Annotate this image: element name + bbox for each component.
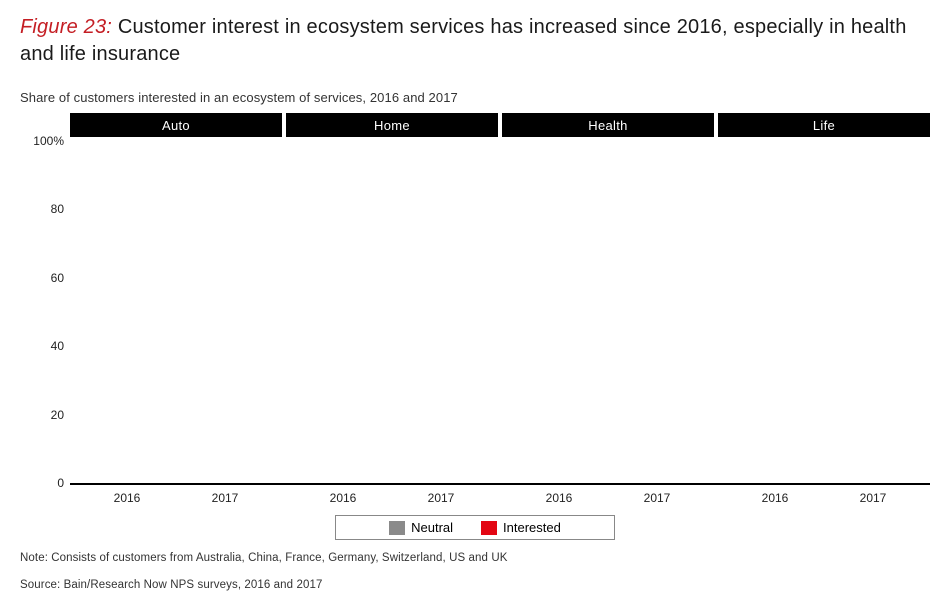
panel-headers: AutoHomeHealthLife <box>70 113 930 137</box>
x-label: 2016 <box>330 491 357 505</box>
source: Source: Bain/Research Now NPS surveys, 2… <box>20 577 930 594</box>
legend: Neutral Interested <box>335 515 615 540</box>
legend-label: Interested <box>503 520 561 535</box>
y-tick: 20 <box>20 408 64 422</box>
figure-label: Figure 23: <box>20 16 112 38</box>
panel-header: Home <box>286 113 498 137</box>
figure-title: Figure 23: Customer interest in ecosyste… <box>20 14 930 68</box>
x-label: 2017 <box>860 491 887 505</box>
y-tick: 100% <box>20 134 64 148</box>
x-label: 2016 <box>546 491 573 505</box>
legend-label: Neutral <box>411 520 453 535</box>
panel: 20162017 <box>718 141 930 483</box>
legend-item: Interested <box>481 520 561 535</box>
panel: 20162017 <box>286 141 498 483</box>
panel-header: Auto <box>70 113 282 137</box>
chart: AutoHomeHealthLife 201620172016201720162… <box>20 113 930 513</box>
y-tick: 60 <box>20 271 64 285</box>
panel-header: Life <box>718 113 930 137</box>
x-label: 2017 <box>644 491 671 505</box>
panel: 20162017 <box>502 141 714 483</box>
chart-subtitle: Share of customers interested in an ecos… <box>20 90 930 105</box>
note: Note: Consists of customers from Austral… <box>20 550 930 567</box>
legend-swatch <box>389 521 405 535</box>
y-tick: 80 <box>20 202 64 216</box>
x-label: 2016 <box>114 491 141 505</box>
panel-header: Health <box>502 113 714 137</box>
x-label: 2017 <box>212 491 239 505</box>
x-label: 2017 <box>428 491 455 505</box>
figure-title-text: Customer interest in ecosystem services … <box>20 16 907 65</box>
panels: 20162017201620172016201720162017 <box>70 141 930 483</box>
legend-swatch <box>481 521 497 535</box>
y-tick: 0 <box>20 476 64 490</box>
plot-area: 20162017201620172016201720162017 0204060… <box>70 141 930 485</box>
panel: 20162017 <box>70 141 282 483</box>
legend-item: Neutral <box>389 520 453 535</box>
x-label: 2016 <box>762 491 789 505</box>
y-tick: 40 <box>20 339 64 353</box>
